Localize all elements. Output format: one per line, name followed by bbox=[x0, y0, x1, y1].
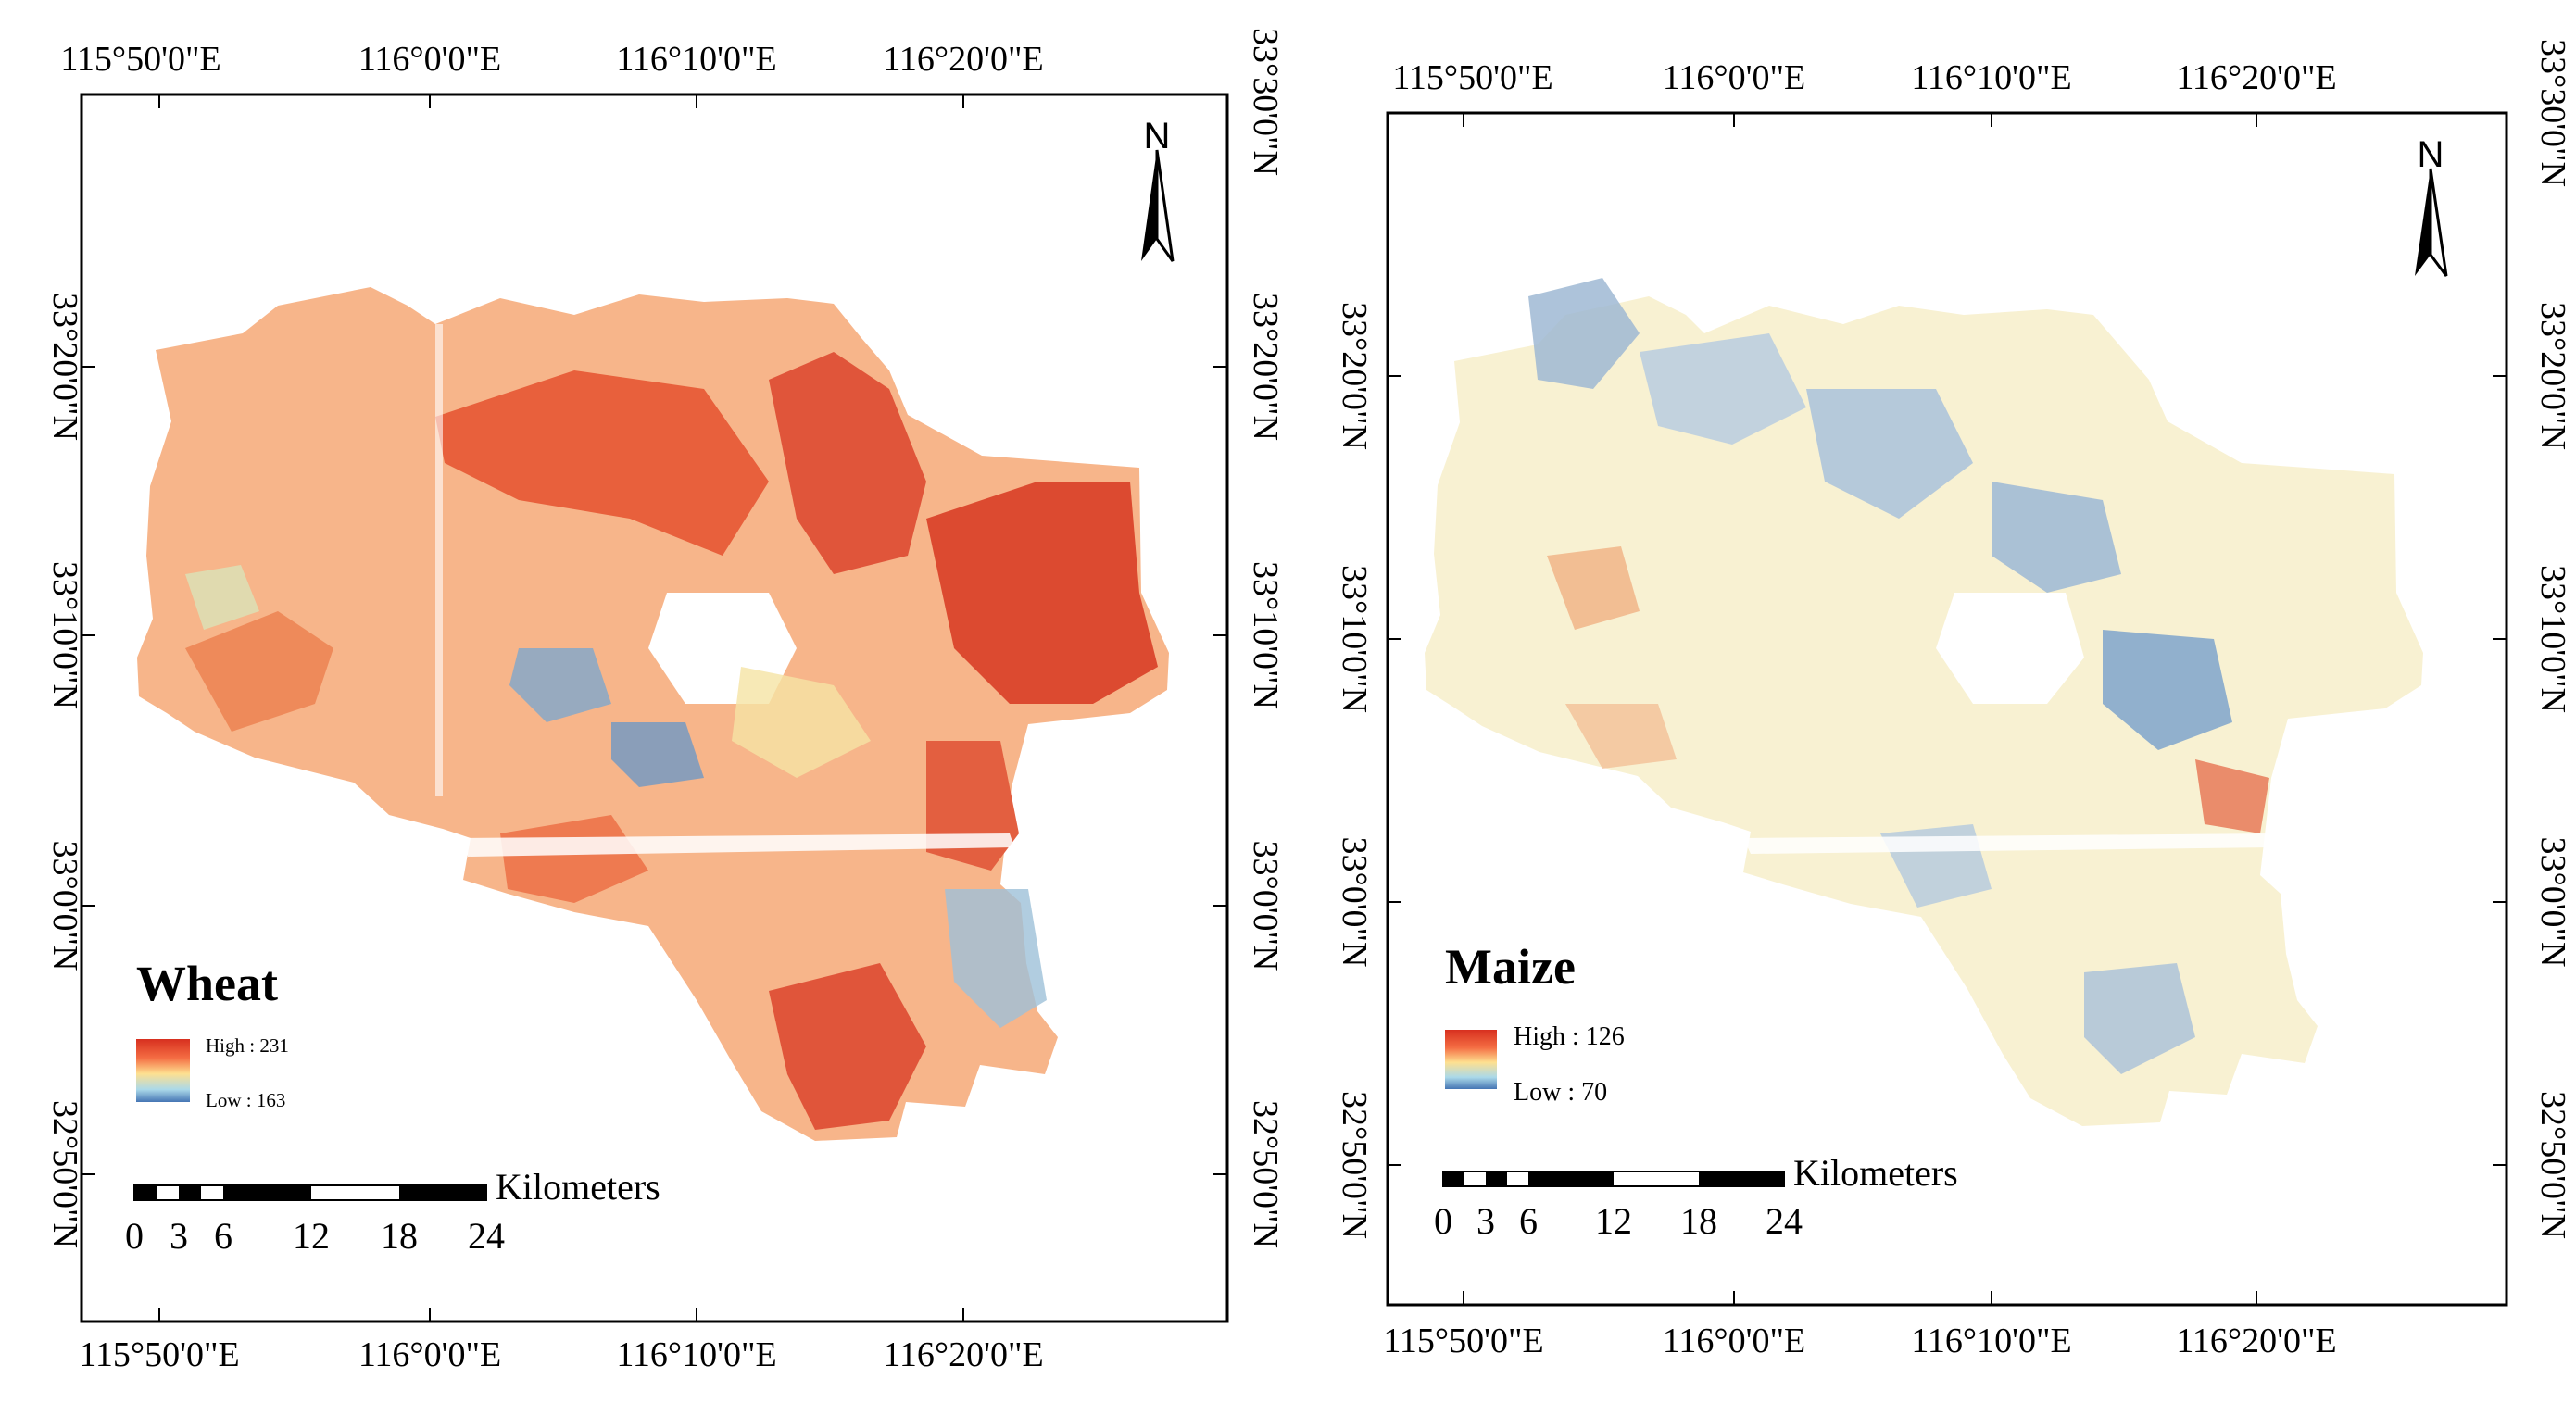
lon-label-top: 115°50'0"E bbox=[60, 40, 220, 79]
lat-label-right: 33°20'0"N bbox=[1246, 293, 1285, 441]
lon-label-bottom: 116°20'0"E bbox=[883, 1335, 1043, 1374]
scale-tick-label: 24 bbox=[1766, 1200, 1803, 1242]
map-frame bbox=[1386, 111, 2508, 1307]
scale-tick-label: 0 bbox=[125, 1215, 144, 1257]
lon-label-bottom: 116°0'0"E bbox=[358, 1335, 501, 1374]
crop-title: Maize bbox=[1445, 939, 1576, 995]
scale-tick-label: 18 bbox=[381, 1215, 418, 1257]
lon-label-top: 116°0'0"E bbox=[358, 40, 501, 79]
lon-label-bottom: 116°0'0"E bbox=[1663, 1322, 1805, 1360]
legend-high-label: High : 126 bbox=[1514, 1022, 1625, 1051]
lat-label-right: 32°50'0"N bbox=[1246, 1100, 1285, 1248]
map-svg-maize: N 115°50'0"E 116°0'0"E 116°10'0"E 116°20… bbox=[1335, 39, 2572, 1360]
scale-unit-label: Kilometers bbox=[1793, 1152, 1958, 1194]
scale-tick-label: 3 bbox=[170, 1215, 188, 1257]
scale-bar bbox=[133, 1184, 487, 1201]
lat-label-right: 33°10'0"N bbox=[2533, 565, 2572, 713]
map-panel-maize: N 115°50'0"E 116°0'0"E 116°10'0"E 116°20… bbox=[1288, 0, 2576, 1403]
lat-label-left: 33°20'0"N bbox=[1335, 302, 1374, 450]
crop-title: Wheat bbox=[136, 956, 278, 1011]
scale-tick-label: 18 bbox=[1680, 1200, 1717, 1242]
lon-label-top: 116°20'0"E bbox=[883, 40, 1043, 79]
lon-label-top: 116°20'0"E bbox=[2176, 58, 2336, 97]
lat-label-right: 33°10'0"N bbox=[1246, 561, 1285, 709]
lat-label-left: 33°20'0"N bbox=[45, 293, 84, 441]
lon-label-bottom: 116°10'0"E bbox=[616, 1335, 776, 1374]
lat-label-right: 33°20'0"N bbox=[2533, 302, 2572, 450]
lon-label-top: 116°10'0"E bbox=[616, 40, 776, 79]
graticule-ticks bbox=[1388, 113, 2507, 1305]
lon-label-bottom: 115°50'0"E bbox=[79, 1335, 239, 1374]
legend-high-label: High : 231 bbox=[206, 1034, 289, 1057]
scale-tick-label: 24 bbox=[468, 1215, 505, 1257]
legend-color-ramp bbox=[1445, 1030, 1497, 1089]
north-label: N bbox=[2418, 134, 2444, 175]
lon-label-top: 115°50'0"E bbox=[1392, 58, 1552, 97]
scale-unit-label: Kilometers bbox=[496, 1166, 660, 1208]
lat-label-left: 33°0'0"N bbox=[45, 841, 84, 971]
map-panel-wheat: N 115°50'0"E 116°0'0"E 116°10'0"E 116°20… bbox=[45, 28, 1285, 1374]
north-label: N bbox=[1144, 116, 1171, 157]
lat-label-left: 32°50'0"N bbox=[1335, 1091, 1374, 1239]
lon-label-top: 116°10'0"E bbox=[1911, 58, 2071, 97]
lat-label-right: 33°0'0"N bbox=[2533, 837, 2572, 968]
scale-tick-label: 0 bbox=[1434, 1200, 1452, 1242]
lat-label-right: 33°30'0"N bbox=[1246, 28, 1285, 176]
lat-label-left: 33°10'0"N bbox=[45, 561, 84, 709]
yield-raster-wheat bbox=[137, 287, 1169, 1141]
scale-tick-label: 6 bbox=[1519, 1200, 1538, 1242]
lat-label-left: 32°50'0"N bbox=[45, 1100, 84, 1248]
lat-label-left: 33°10'0"N bbox=[1335, 565, 1374, 713]
legend-low-label: Low : 163 bbox=[206, 1089, 285, 1111]
lon-label-bottom: 115°50'0"E bbox=[1383, 1322, 1543, 1360]
map-svg-wheat: N 115°50'0"E 116°0'0"E 116°10'0"E 116°20… bbox=[45, 28, 1285, 1374]
legend-color-ramp bbox=[136, 1039, 190, 1102]
scale-tick-label: 12 bbox=[1595, 1200, 1632, 1242]
lon-label-bottom: 116°20'0"E bbox=[2176, 1322, 2336, 1360]
lon-label-bottom: 116°10'0"E bbox=[1911, 1322, 2071, 1360]
lat-label-right: 32°50'0"N bbox=[2533, 1091, 2572, 1239]
scale-tick-label: 3 bbox=[1476, 1200, 1495, 1242]
north-arrow bbox=[1141, 149, 1175, 262]
graticule-ticks bbox=[82, 94, 1227, 1322]
scale-bar bbox=[1442, 1171, 1785, 1187]
north-arrow bbox=[2415, 168, 2448, 277]
map-frame bbox=[80, 93, 1229, 1323]
lat-label-left: 33°0'0"N bbox=[1335, 837, 1374, 968]
yield-raster-maize bbox=[1425, 278, 2423, 1126]
scale-tick-label: 6 bbox=[214, 1215, 232, 1257]
lat-label-right: 33°0'0"N bbox=[1246, 841, 1285, 971]
lon-label-top: 116°0'0"E bbox=[1663, 58, 1805, 97]
scale-tick-label: 12 bbox=[293, 1215, 330, 1257]
lat-label-right: 33°30'0"N bbox=[2533, 39, 2572, 187]
legend-low-label: Low : 70 bbox=[1514, 1078, 1607, 1107]
